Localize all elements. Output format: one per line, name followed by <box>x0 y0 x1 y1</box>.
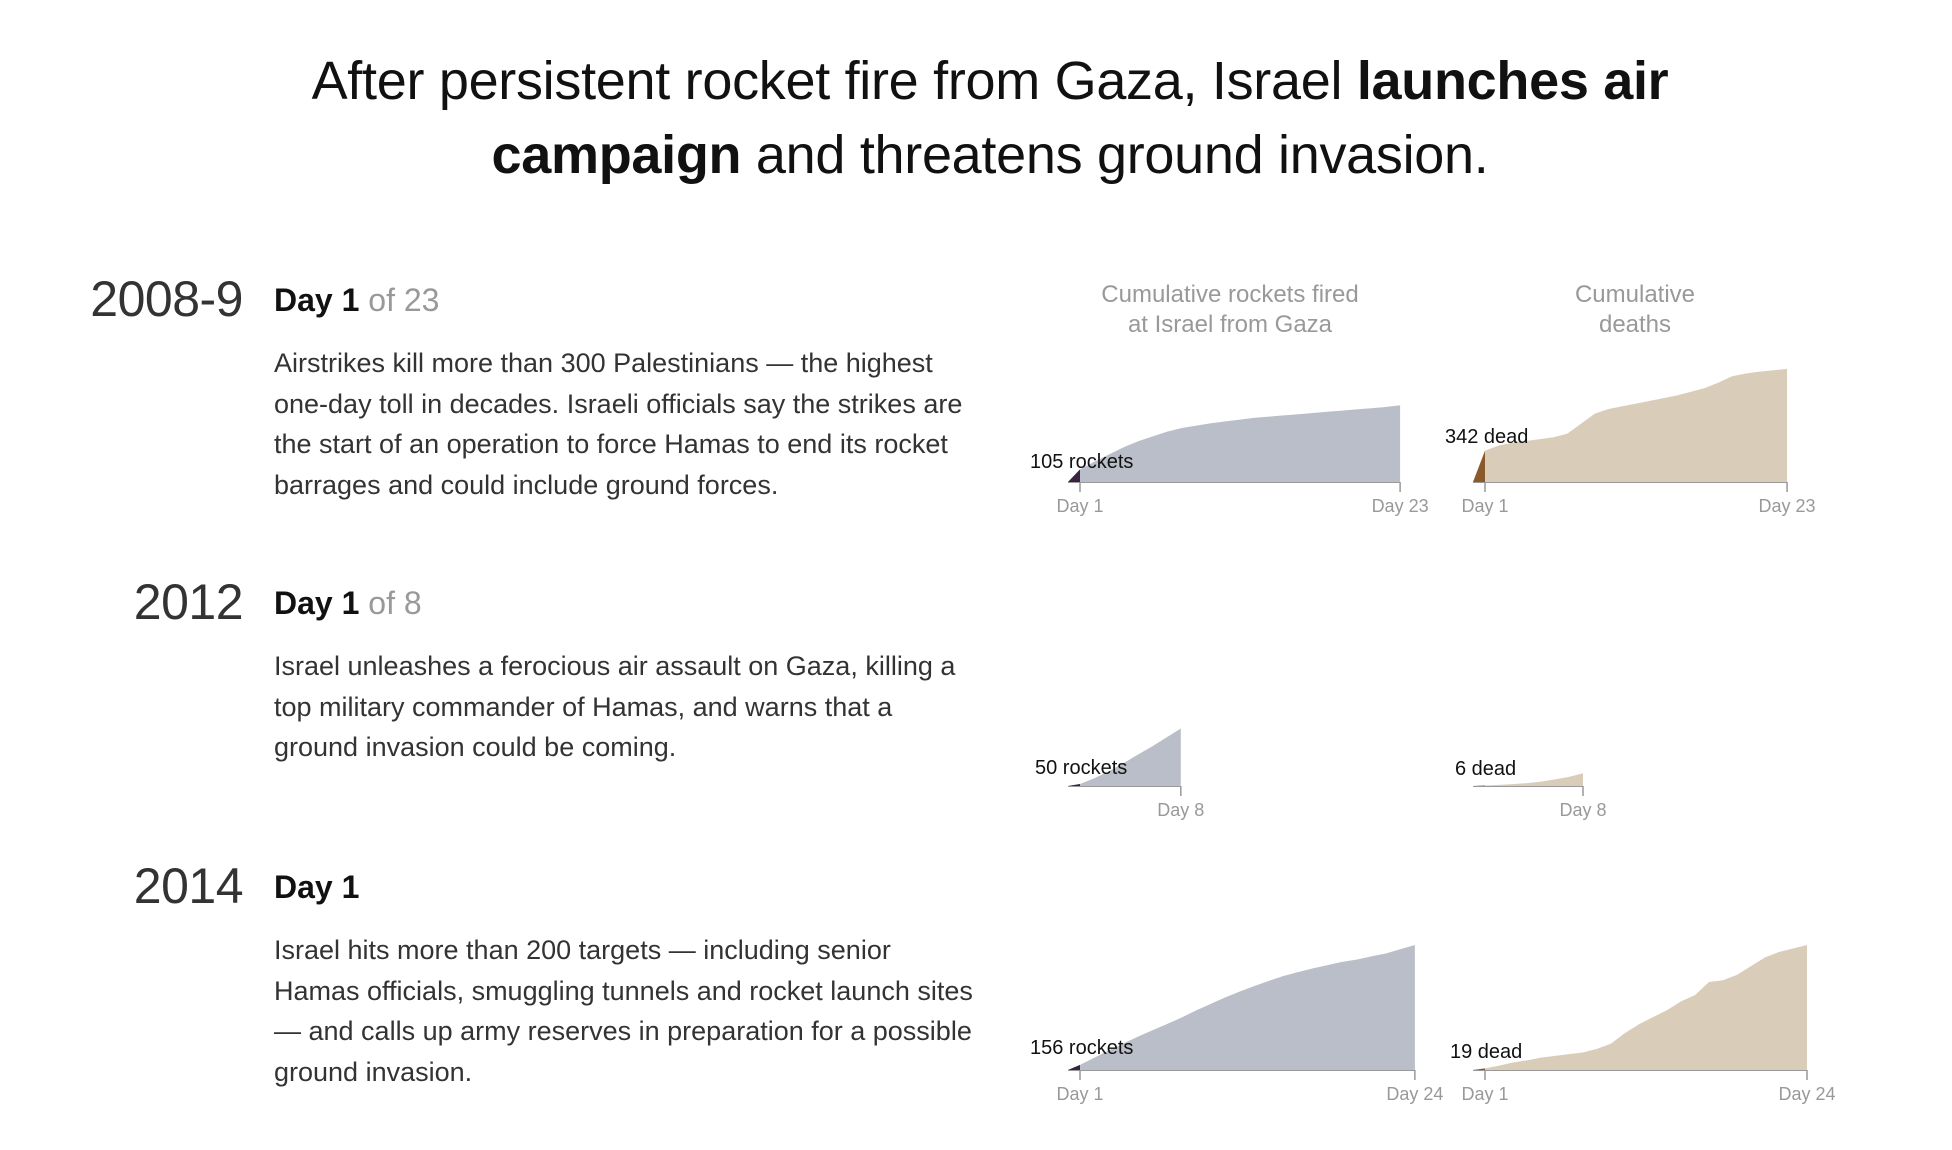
tick-label: Day 8 <box>1157 800 1204 820</box>
event-description: Airstrikes kill more than 300 Palestinia… <box>274 348 963 500</box>
tick-label: Day 23 <box>1372 496 1429 516</box>
day-line: Day 1 <box>274 869 359 906</box>
event-description: Israel hits more than 200 targets — incl… <box>274 935 973 1087</box>
conflict-year: 2008-9 <box>90 271 243 327</box>
rockets-day1-highlight <box>1068 1064 1080 1070</box>
headline-text: After persistent rocket fire from Gaza, … <box>311 51 1357 111</box>
deaths-day1-highlight <box>1473 450 1485 482</box>
tick-label: Day 8 <box>1559 800 1606 820</box>
deaths-day1-highlight <box>1473 1068 1485 1070</box>
value-label: 105 rockets <box>1030 451 1133 473</box>
conflict-year: 2014 <box>133 858 244 914</box>
headline: After persistent rocket fire from Gaza, … <box>250 44 1730 192</box>
rockets-header-line-1: Cumulative rockets fired <box>1101 281 1359 308</box>
deaths-area-2014 <box>1473 945 1807 1070</box>
headline-text-end: and threatens ground invasion. <box>741 125 1489 185</box>
tick-label: Day 23 <box>1759 496 1816 516</box>
value-label: 19 dead <box>1450 1041 1522 1063</box>
deaths-header-line-2: deaths <box>1598 311 1672 338</box>
tick-label: Day 24 <box>1778 1084 1835 1104</box>
day-label: Day 1 <box>274 282 360 318</box>
tick-label: Day 1 <box>1056 496 1103 516</box>
deaths-area-2012 <box>1473 773 1583 786</box>
headline-emphasis: launches air campaign <box>491 51 1669 185</box>
tick-label: Day 1 <box>1461 496 1508 516</box>
day-line: Day 1 of 23 <box>274 282 439 319</box>
deaths-header-line-1: Cumulative <box>1574 281 1696 308</box>
conflict-year: 2012 <box>133 574 244 630</box>
day-line: Day 1 of 8 <box>274 585 422 622</box>
value-label: 342 dead <box>1445 426 1528 448</box>
event-description: Israel unleashes a ferocious air assault… <box>274 651 956 762</box>
tick-label: Day 24 <box>1386 1084 1443 1104</box>
rockets-header-line-2: at Israel from Gaza <box>1127 311 1333 338</box>
rockets-area-2008-9 <box>1068 405 1401 482</box>
deaths-day1-highlight <box>1473 785 1485 786</box>
tick-label: Day 1 <box>1461 1084 1508 1104</box>
rockets-area-2014 <box>1068 945 1415 1070</box>
day-label: Day 1 <box>274 869 360 905</box>
rockets-column-header: Cumulative rockets fired at Israel from … <box>1080 280 1380 340</box>
deaths-column-header: Cumulative deaths <box>1540 280 1730 340</box>
value-label: 156 rockets <box>1030 1037 1133 1059</box>
deaths-area-2008-9 <box>1473 368 1788 482</box>
rockets-day1-highlight <box>1068 783 1080 786</box>
value-label: 6 dead <box>1455 758 1516 780</box>
tick-label: Day 1 <box>1056 1084 1103 1104</box>
day-total: of 23 <box>359 282 440 318</box>
value-label: 50 rockets <box>1035 757 1127 779</box>
rockets-day1-highlight <box>1068 469 1080 482</box>
day-total: of 8 <box>359 585 422 621</box>
day-label: Day 1 <box>274 585 360 621</box>
rockets-area-2012 <box>1068 728 1181 786</box>
